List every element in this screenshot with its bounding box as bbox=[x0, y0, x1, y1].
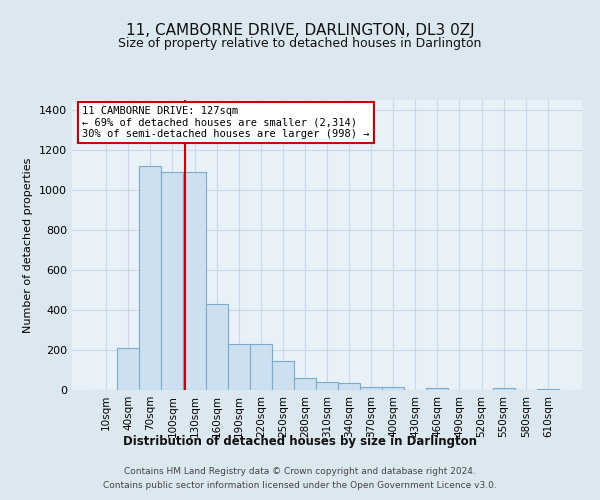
Bar bbox=[537, 389, 559, 390]
Bar bbox=[206, 304, 227, 390]
Bar bbox=[493, 388, 515, 390]
Bar bbox=[338, 383, 360, 390]
Bar bbox=[427, 388, 448, 390]
Bar bbox=[227, 344, 250, 390]
Bar bbox=[294, 378, 316, 390]
Text: 11, CAMBORNE DRIVE, DARLINGTON, DL3 0ZJ: 11, CAMBORNE DRIVE, DARLINGTON, DL3 0ZJ bbox=[125, 22, 475, 38]
Bar bbox=[316, 382, 338, 390]
Text: Distribution of detached houses by size in Darlington: Distribution of detached houses by size … bbox=[123, 435, 477, 448]
Bar bbox=[139, 166, 161, 390]
Bar bbox=[360, 388, 382, 390]
Bar bbox=[272, 362, 294, 390]
Bar bbox=[117, 348, 139, 390]
Bar bbox=[161, 172, 184, 390]
Text: 11 CAMBORNE DRIVE: 127sqm
← 69% of detached houses are smaller (2,314)
30% of se: 11 CAMBORNE DRIVE: 127sqm ← 69% of detac… bbox=[82, 106, 370, 139]
Y-axis label: Number of detached properties: Number of detached properties bbox=[23, 158, 34, 332]
Bar bbox=[250, 344, 272, 390]
Bar bbox=[382, 388, 404, 390]
Bar bbox=[184, 172, 206, 390]
Text: Contains HM Land Registry data © Crown copyright and database right 2024.: Contains HM Land Registry data © Crown c… bbox=[124, 468, 476, 476]
Text: Contains public sector information licensed under the Open Government Licence v3: Contains public sector information licen… bbox=[103, 481, 497, 490]
Text: Size of property relative to detached houses in Darlington: Size of property relative to detached ho… bbox=[118, 38, 482, 51]
